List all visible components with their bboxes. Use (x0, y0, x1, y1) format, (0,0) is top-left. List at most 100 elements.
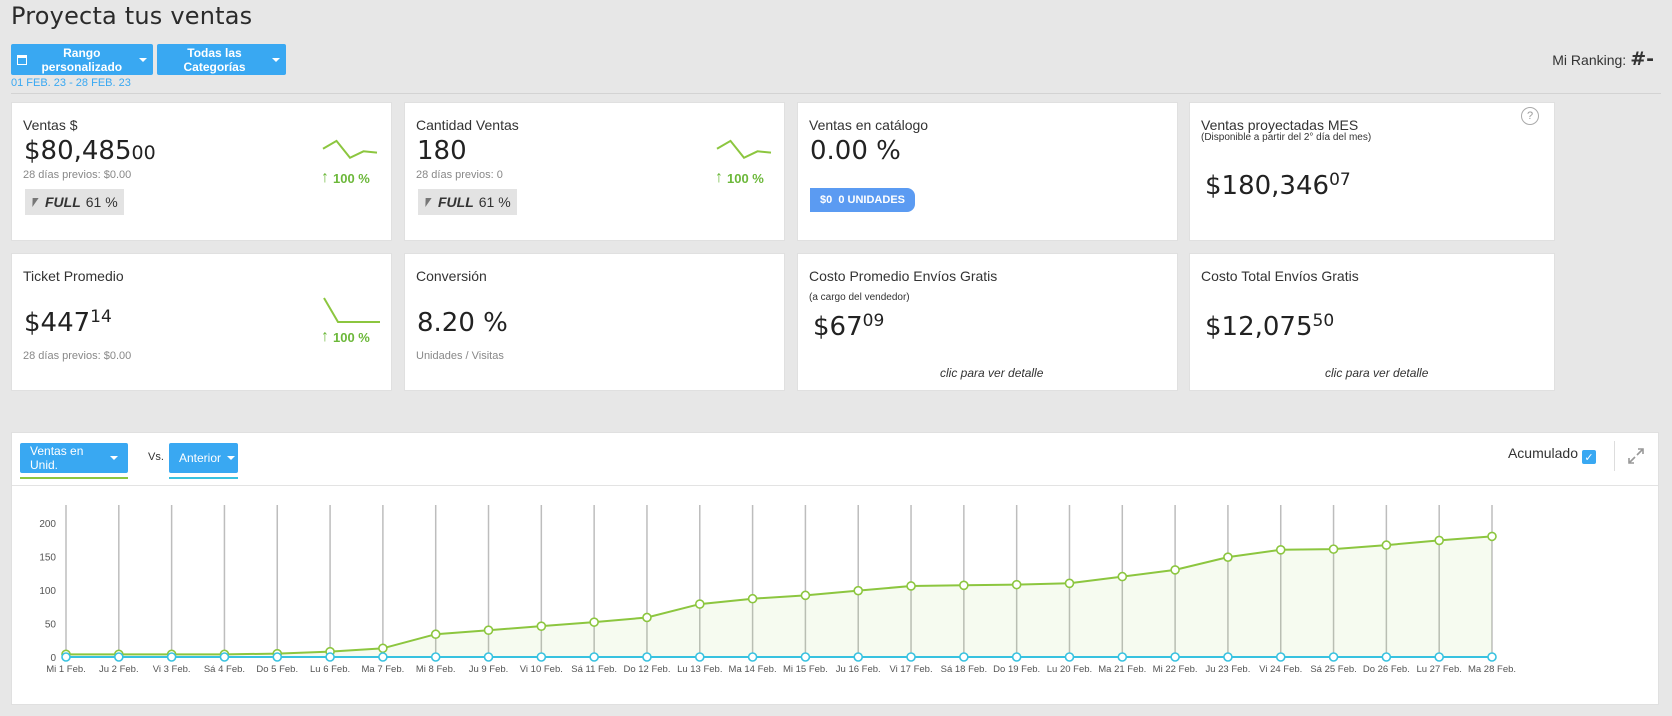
arrow-up-icon: ↑ (715, 169, 723, 186)
series-previous-point[interactable] (959, 652, 969, 662)
series-previous-point[interactable] (1117, 652, 1128, 662)
series-current-point[interactable] (1328, 544, 1339, 554)
series-previous-point[interactable] (1381, 652, 1392, 662)
series-previous-point[interactable] (589, 652, 599, 662)
panel-divider (12, 485, 1658, 486)
x-tick-label: Ju 9 Feb. (469, 664, 509, 675)
header-divider (11, 93, 1661, 94)
change-value: 100 % (333, 329, 370, 345)
series-current-point[interactable] (747, 593, 758, 604)
series-current-point[interactable] (1064, 578, 1075, 589)
bolt-icon (422, 197, 432, 207)
chart-panel: Ventas en Unid. Vs. Anterior Acumulado ✓… (11, 432, 1659, 705)
acumulado-checkbox[interactable]: ✓ (1582, 450, 1596, 464)
series-current-point[interactable] (483, 625, 494, 635)
series-current-point[interactable] (1381, 540, 1392, 550)
series-previous-point[interactable] (800, 652, 811, 662)
card-value: 8.20 % (417, 308, 508, 338)
category-button[interactable]: Todas las Categorías (157, 44, 286, 75)
series-current-point[interactable] (906, 581, 916, 591)
series-previous-point[interactable] (1170, 652, 1180, 662)
series-previous-point[interactable] (378, 652, 388, 662)
metric-select[interactable]: Ventas en Unid. (20, 443, 128, 473)
series-previous-point[interactable] (1434, 652, 1444, 662)
series-previous-point[interactable] (1223, 652, 1233, 662)
caret-down-icon (110, 456, 118, 460)
series-previous-point[interactable] (483, 652, 494, 662)
series-previous-point[interactable] (430, 652, 441, 662)
card-value-frac: 00 (131, 142, 156, 164)
change-value: 100 % (727, 170, 764, 186)
card-title: Ventas en catálogo (809, 117, 929, 133)
series-previous-point[interactable] (325, 652, 335, 662)
sparkline-cantidad (716, 139, 772, 160)
series-previous-point[interactable] (1011, 652, 1022, 662)
series-current-point[interactable] (642, 612, 652, 623)
compare-select[interactable]: Anterior (169, 443, 238, 473)
card-value: $12,07550 (1205, 311, 1334, 342)
card-costo-total: Costo Total Envíos Gratis $12,07550 clic… (1189, 253, 1555, 391)
series-current-point[interactable] (1487, 531, 1497, 542)
series-current-point[interactable] (853, 585, 864, 596)
sparkline-line (322, 139, 378, 160)
compare-select-label: Anterior (179, 451, 222, 465)
date-range-button[interactable]: Rango personalizado (11, 44, 153, 75)
series-previous-point[interactable] (747, 652, 758, 662)
series-previous-point[interactable] (536, 652, 547, 662)
y-tick-label: 50 (45, 620, 57, 631)
series-previous-point[interactable] (61, 652, 71, 662)
check-icon: ✓ (1584, 451, 1594, 464)
series-previous-point[interactable] (272, 652, 283, 662)
card-catalogo: Ventas en catálogo 0.00 % $0 0 UNIDADES (797, 102, 1178, 241)
series-previous-point[interactable] (219, 652, 230, 662)
series-current-point[interactable] (536, 621, 547, 631)
series-previous-point[interactable] (694, 652, 705, 662)
card-value-frac: 07 (1329, 170, 1351, 190)
change-indicator: ↑ 100 % (321, 328, 370, 346)
series-current-point[interactable] (800, 590, 811, 601)
x-tick-label: Vi 3 Feb. (153, 664, 191, 675)
card-title: Conversión (416, 268, 487, 284)
series-previous-point[interactable] (114, 652, 124, 662)
series-previous-point[interactable] (166, 652, 177, 662)
category-button-label: Todas las Categorías (183, 45, 246, 74)
date-range-button-label: Rango personalizado (41, 45, 123, 74)
metric-underline (20, 477, 128, 479)
series-current-point[interactable] (589, 617, 599, 627)
series-current-point[interactable] (1117, 571, 1128, 582)
series-previous-point[interactable] (1487, 652, 1497, 662)
help-icon[interactable]: ? (1521, 107, 1539, 125)
card-value: 180 (417, 136, 467, 166)
card-ticket: Ticket Promedio $44714 28 días previos: … (11, 253, 392, 391)
series-current-point[interactable] (378, 643, 388, 654)
series-current-point[interactable] (959, 580, 969, 591)
series-current-point[interactable] (1275, 544, 1286, 555)
card-value: $44714 (24, 307, 112, 338)
series-current-point[interactable] (694, 599, 705, 609)
expand-icon[interactable] (1627, 447, 1645, 465)
series-previous-point[interactable] (642, 652, 652, 662)
card-cantidad: Cantidad Ventas 180 28 días previos: 0 F… (404, 102, 785, 241)
y-tick-label: 200 (39, 519, 56, 530)
card-value-frac: 09 (862, 311, 885, 331)
card-title: Ticket Promedio (23, 268, 124, 284)
card-value-int: $67 (813, 312, 863, 342)
detail-link[interactable]: clic para ver detalle (1325, 366, 1429, 380)
series-previous-point[interactable] (1328, 652, 1339, 662)
series-current-point[interactable] (1011, 579, 1022, 590)
series-previous-point[interactable] (853, 652, 864, 662)
card-sub: Unidades / Visitas (416, 350, 504, 362)
metric-select-label: Ventas en Unid. (30, 444, 84, 472)
series-previous-point[interactable] (1275, 652, 1286, 662)
series-current-point[interactable] (1223, 552, 1233, 562)
series-previous-point[interactable] (906, 652, 916, 662)
series-current-point[interactable] (430, 629, 441, 640)
detail-link[interactable]: clic para ver detalle (940, 366, 1044, 380)
x-tick-label: Lu 20 Feb. (1047, 664, 1092, 675)
x-tick-label: Mi 1 Feb. (46, 664, 86, 675)
series-current-point[interactable] (1170, 565, 1180, 575)
card-value: $80,48500 (24, 136, 156, 166)
calendar-icon (17, 54, 27, 65)
series-previous-point[interactable] (1064, 652, 1075, 662)
series-current-point[interactable] (1434, 535, 1444, 546)
